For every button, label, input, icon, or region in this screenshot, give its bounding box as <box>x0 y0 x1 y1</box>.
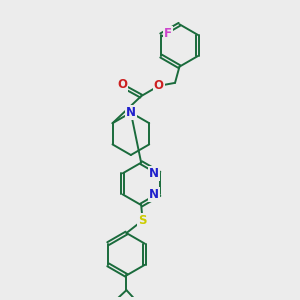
Text: O: O <box>154 79 164 92</box>
Text: S: S <box>138 214 147 227</box>
Text: N: N <box>149 188 159 201</box>
Text: F: F <box>164 27 172 40</box>
Text: O: O <box>117 78 127 91</box>
Text: N: N <box>126 106 136 119</box>
Text: N: N <box>149 167 159 180</box>
